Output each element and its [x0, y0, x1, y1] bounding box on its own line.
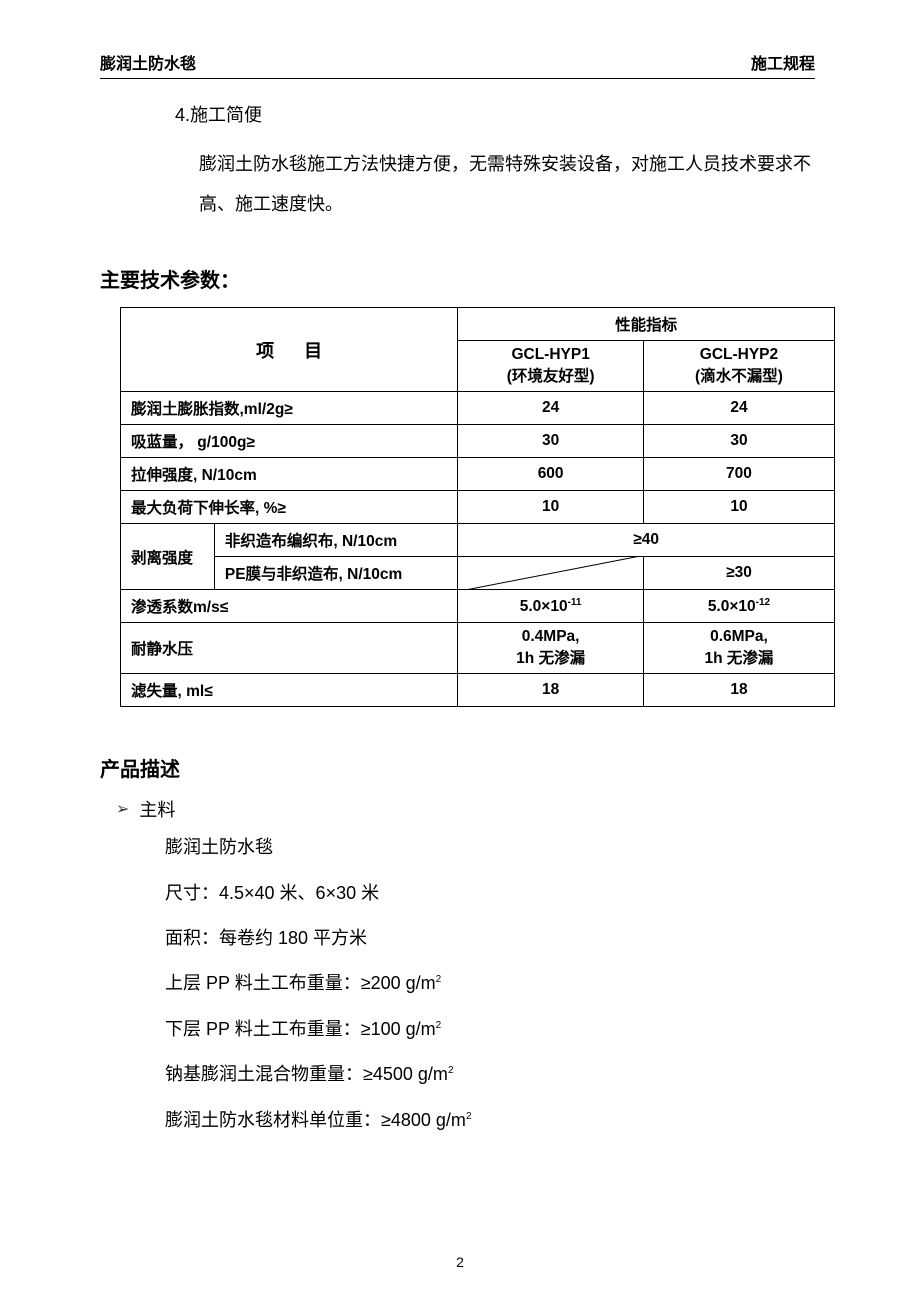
bullet-label: 主料: [139, 796, 175, 822]
desc-heading: 产品描述: [100, 753, 815, 782]
col-project-b: 目: [304, 341, 322, 361]
cell: 700: [643, 458, 834, 491]
hydro-v2: 0.6MPa, 1h 无渗漏: [643, 623, 834, 674]
triangle-bullet-icon: ➢: [116, 799, 129, 819]
desc-exp: 2: [466, 1111, 472, 1122]
page-number: 2: [0, 1254, 920, 1270]
hydro-v1: 0.4MPa, 1h 无渗漏: [458, 623, 644, 674]
perm-v1: 5.0×10-11: [458, 590, 644, 623]
perm-v2: 5.0×10-12: [643, 590, 834, 623]
desc-text: 上层 PP 料土工布重量：≥200 g/m: [165, 973, 436, 993]
page-header: 膨润土防水毯 施工规程: [100, 50, 815, 79]
table-row: 拉伸强度, N/10cm 600 700: [121, 458, 835, 491]
desc-line: 尺寸：4.5×40 米、6×30 米: [165, 882, 815, 905]
table-row: 吸蓝量， g/100g≥ 30 30: [121, 425, 835, 458]
table-row: 项 目 性能指标: [121, 308, 835, 341]
row-label: 最大负荷下伸长率, %≥: [121, 491, 458, 524]
peel-r2-diag: [458, 557, 644, 590]
desc-line: 下层 PP 料土工布重量：≥100 g/m2: [165, 1018, 815, 1041]
cell: 30: [643, 425, 834, 458]
col1-sub: (环境友好型): [507, 368, 595, 385]
perm-v1-base: 5.0×10: [520, 598, 568, 615]
hydro-label: 耐静水压: [121, 623, 458, 674]
peel-r2-label: PE膜与非织造布, N/10cm: [214, 557, 457, 590]
peel-label: 剥离强度: [121, 524, 215, 590]
col2-sub: (滴水不漏型): [695, 368, 783, 385]
cell: 30: [458, 425, 644, 458]
intro-title: 4.施工简便: [175, 101, 815, 127]
col1-name: GCL-HYP1: [511, 346, 589, 363]
desc-line: 面积：每卷约 180 平方米: [165, 927, 815, 950]
desc-line: 钠基膨润土混合物重量：≥4500 g/m2: [165, 1063, 815, 1086]
cell: 24: [643, 392, 834, 425]
desc-exp: 2: [436, 974, 442, 985]
header-left: 膨润土防水毯: [100, 50, 196, 74]
cell: 10: [458, 491, 644, 524]
row-label: 拉伸强度, N/10cm: [121, 458, 458, 491]
perm-v2-base: 5.0×10: [708, 598, 756, 615]
loss-label: 滤失量, ml≤: [121, 674, 458, 707]
hydro-v2-b: 1h 无渗漏: [705, 650, 774, 667]
intro-section: 4.施工简便 膨润土防水毯施工方法快捷方便，无需特殊安装设备，对施工人员技术要求…: [175, 101, 815, 224]
spec-table: 项 目 性能指标 GCL-HYP1 (环境友好型) GCL-HYP2 (滴水不漏型)…: [120, 307, 835, 707]
desc-line: 膨润土防水毯材料单位重：≥4800 g/m2: [165, 1109, 815, 1132]
perm-label: 渗透系数m/s≤: [121, 590, 458, 623]
col-perf: 性能指标: [458, 308, 835, 341]
perm-v2-exp: -12: [756, 597, 770, 608]
cell: 24: [458, 392, 644, 425]
cell: 10: [643, 491, 834, 524]
table-row: 剥离强度 非织造布编织布, N/10cm ≥40: [121, 524, 835, 557]
perm-v1-exp: -11: [568, 597, 582, 608]
desc-text: 钠基膨润土混合物重量：≥4500 g/m: [165, 1064, 448, 1084]
desc-line: 上层 PP 料土工布重量：≥200 g/m2: [165, 972, 815, 995]
desc-line: 膨润土防水毯: [165, 836, 815, 859]
table-row: 滤失量, ml≤ 18 18: [121, 674, 835, 707]
table-row: 耐静水压 0.4MPa, 1h 无渗漏 0.6MPa, 1h 无渗漏: [121, 623, 835, 674]
hydro-v1-a: 0.4MPa,: [522, 628, 580, 645]
intro-body: 膨润土防水毯施工方法快捷方便，无需特殊安装设备，对施工人员技术要求不高、施工速度…: [199, 145, 815, 224]
table-row: 最大负荷下伸长率, %≥ 10 10: [121, 491, 835, 524]
hydro-v1-b: 1h 无渗漏: [516, 650, 585, 667]
loss-v2: 18: [643, 674, 834, 707]
cell: 600: [458, 458, 644, 491]
desc-lines: 膨润土防水毯 尺寸：4.5×40 米、6×30 米 面积：每卷约 180 平方米…: [165, 836, 815, 1132]
bullet-row: ➢ 主料: [116, 796, 815, 822]
header-right: 施工规程: [751, 50, 815, 74]
desc-section: 产品描述 ➢ 主料 膨润土防水毯 尺寸：4.5×40 米、6×30 米 面积：每…: [100, 753, 815, 1132]
col2-name: GCL-HYP2: [700, 346, 778, 363]
row-label: 吸蓝量， g/100g≥: [121, 425, 458, 458]
peel-r2-v2: ≥30: [643, 557, 834, 590]
desc-exp: 2: [448, 1065, 454, 1076]
peel-r1-val: ≥40: [458, 524, 835, 557]
table-row: 膨润土膨胀指数,ml/2g≥ 24 24: [121, 392, 835, 425]
row-label: 膨润土膨胀指数,ml/2g≥: [121, 392, 458, 425]
spec-heading: 主要技术参数：: [100, 264, 815, 293]
loss-v1: 18: [458, 674, 644, 707]
desc-text: 下层 PP 料土工布重量：≥100 g/m: [165, 1019, 436, 1039]
hydro-v2-a: 0.6MPa,: [710, 628, 768, 645]
col-project-a: 项: [256, 341, 274, 361]
desc-exp: 2: [436, 1020, 442, 1031]
table-row: 渗透系数m/s≤ 5.0×10-11 5.0×10-12: [121, 590, 835, 623]
desc-text: 膨润土防水毯材料单位重：≥4800 g/m: [165, 1110, 466, 1130]
table-row: PE膜与非织造布, N/10cm ≥30: [121, 557, 835, 590]
peel-r1-label: 非织造布编织布, N/10cm: [214, 524, 457, 557]
